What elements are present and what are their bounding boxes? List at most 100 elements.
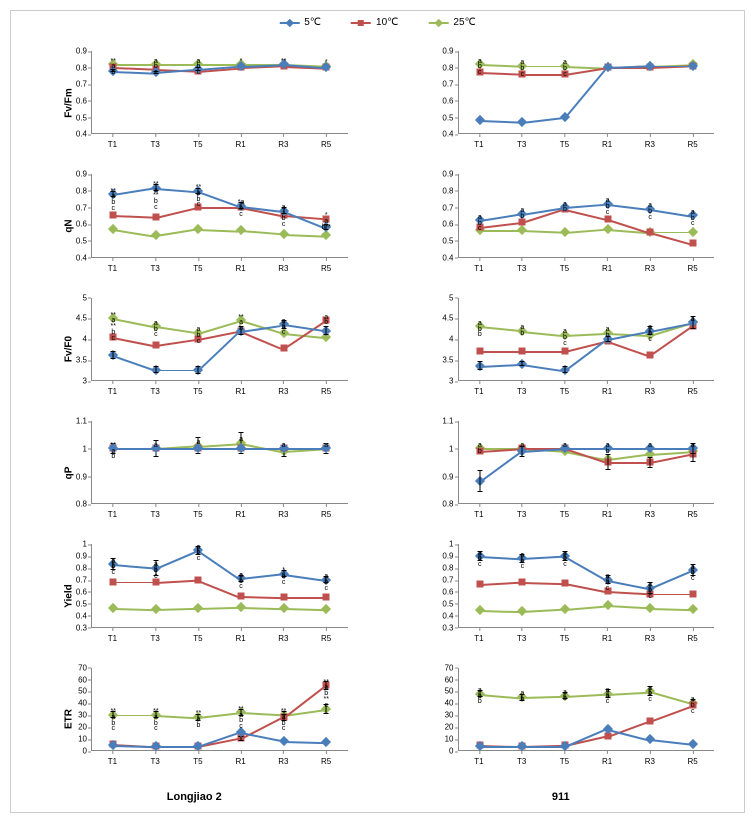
- plot-area: abbabababcabcabc: [458, 668, 715, 751]
- series-line: [241, 448, 281, 450]
- y-tick: 0.5: [442, 236, 453, 245]
- sig-annotation: b: [520, 213, 524, 220]
- sig-annotation: b: [563, 206, 567, 213]
- y-tick: 4.5: [442, 314, 453, 323]
- series-line: [522, 696, 562, 699]
- x-tick: T3: [150, 510, 159, 519]
- y-tick: 1.1: [76, 417, 87, 426]
- sig-annotation: c: [282, 725, 286, 732]
- sig-annotation: c: [648, 214, 652, 221]
- series-line: [113, 608, 153, 611]
- panel: 33.544.55abbababcababcaT1T3T5R1R3R5: [378, 288, 745, 411]
- panel: Fv/F033.544.55**a**bcabcabc**ababcabT1T3…: [11, 288, 378, 411]
- series-line: [522, 74, 562, 76]
- series-line: [480, 364, 520, 367]
- series-line: [113, 582, 153, 584]
- series-line: [565, 333, 605, 336]
- sig-annotation: b: [520, 696, 524, 703]
- series-line: [156, 715, 196, 719]
- series-line: [565, 606, 605, 611]
- x-tick: T1: [474, 264, 483, 273]
- series-line: [650, 232, 690, 245]
- x-tick: R3: [645, 140, 655, 149]
- sig-annotation: c: [282, 329, 286, 336]
- x-tick: R5: [321, 757, 331, 766]
- y-tick: 3: [449, 377, 453, 386]
- series-line: [522, 66, 562, 68]
- series-line: [607, 691, 647, 695]
- data-point: [321, 604, 331, 614]
- x-tick: T5: [193, 387, 202, 396]
- data-point: [236, 225, 246, 235]
- y-tick: 0.6: [442, 220, 453, 229]
- plot-area: abcabcabcabc*bcabc: [91, 544, 348, 627]
- series-line: [284, 608, 324, 611]
- series-line: [522, 230, 562, 233]
- series-line: [284, 234, 324, 237]
- series-line: [607, 204, 647, 210]
- series-line: [650, 66, 690, 68]
- legend: 5℃ 10℃ 25℃: [279, 17, 476, 28]
- series-line: [650, 691, 690, 704]
- series-line: [241, 712, 281, 716]
- series-line: [479, 452, 520, 483]
- series-line: [156, 448, 196, 450]
- sig-annotation: b: [324, 319, 328, 326]
- x-tick: T3: [517, 634, 526, 643]
- x-tick: R1: [602, 757, 612, 766]
- y-tick: 50: [445, 687, 454, 696]
- x-tick: R5: [321, 387, 331, 396]
- triangle-icon: [428, 22, 448, 24]
- sig-annotation: b: [606, 448, 610, 455]
- y-tick: 0.9: [442, 472, 453, 481]
- sig-annotation: b: [478, 448, 482, 455]
- x-tick: T1: [108, 140, 117, 149]
- data-point: [151, 230, 161, 240]
- sig-annotation: c: [648, 696, 652, 703]
- sig-annotation: c: [324, 585, 328, 592]
- series-line: [113, 355, 153, 370]
- series-line: [480, 214, 520, 222]
- y-tick: 0.8: [442, 564, 453, 573]
- legend-item-25c: 25℃: [428, 17, 475, 28]
- panel: 0.40.50.60.70.80.9abcabababcabcabcT1T3T5…: [378, 164, 745, 287]
- x-tick: R5: [321, 634, 331, 643]
- series-line: [198, 607, 238, 610]
- series-line: [198, 191, 238, 207]
- error-bar: [479, 470, 480, 492]
- y-tick: 1: [83, 444, 87, 453]
- data-point: [688, 604, 698, 614]
- y-tick: 4.5: [76, 314, 87, 323]
- plot-area: **abc**abc**ab**abc**abc**ab**c: [91, 668, 348, 751]
- sig-annotation: b**: [322, 224, 331, 231]
- x-tick: R5: [688, 387, 698, 396]
- data-point: [560, 604, 570, 614]
- y-axis-label: Yield: [64, 584, 75, 608]
- sig-annotation: *: [240, 58, 243, 65]
- x-tick: R1: [236, 140, 246, 149]
- series-line: [650, 608, 690, 611]
- series-line: [480, 230, 520, 232]
- panel: 0.30.40.50.60.70.80.91abcabcabcabcabcabc…: [378, 534, 745, 657]
- sig-annotation: c: [691, 575, 695, 582]
- sig-annotation: c: [154, 725, 158, 732]
- data-point: [689, 590, 696, 597]
- x-tick: T1: [108, 264, 117, 273]
- square-icon: [351, 22, 371, 24]
- series-line: [156, 326, 196, 333]
- y-tick: 0.7: [76, 203, 87, 212]
- sig-annotation: b: [563, 695, 567, 702]
- x-tick: R3: [645, 264, 655, 273]
- series-line: [565, 229, 605, 234]
- data-point: [647, 717, 654, 724]
- data-point: [110, 578, 117, 585]
- legend-item-10c: 10℃: [351, 17, 398, 28]
- y-tick: 70: [78, 663, 87, 672]
- x-tick: R3: [645, 634, 655, 643]
- series-line: [156, 339, 196, 346]
- x-tick: T3: [517, 140, 526, 149]
- series-line: [480, 64, 520, 67]
- series-line: [480, 120, 520, 123]
- data-point: [152, 342, 159, 349]
- panel: 0.80.911.1abaaabaaT1T3T5R1R3R5: [378, 411, 745, 534]
